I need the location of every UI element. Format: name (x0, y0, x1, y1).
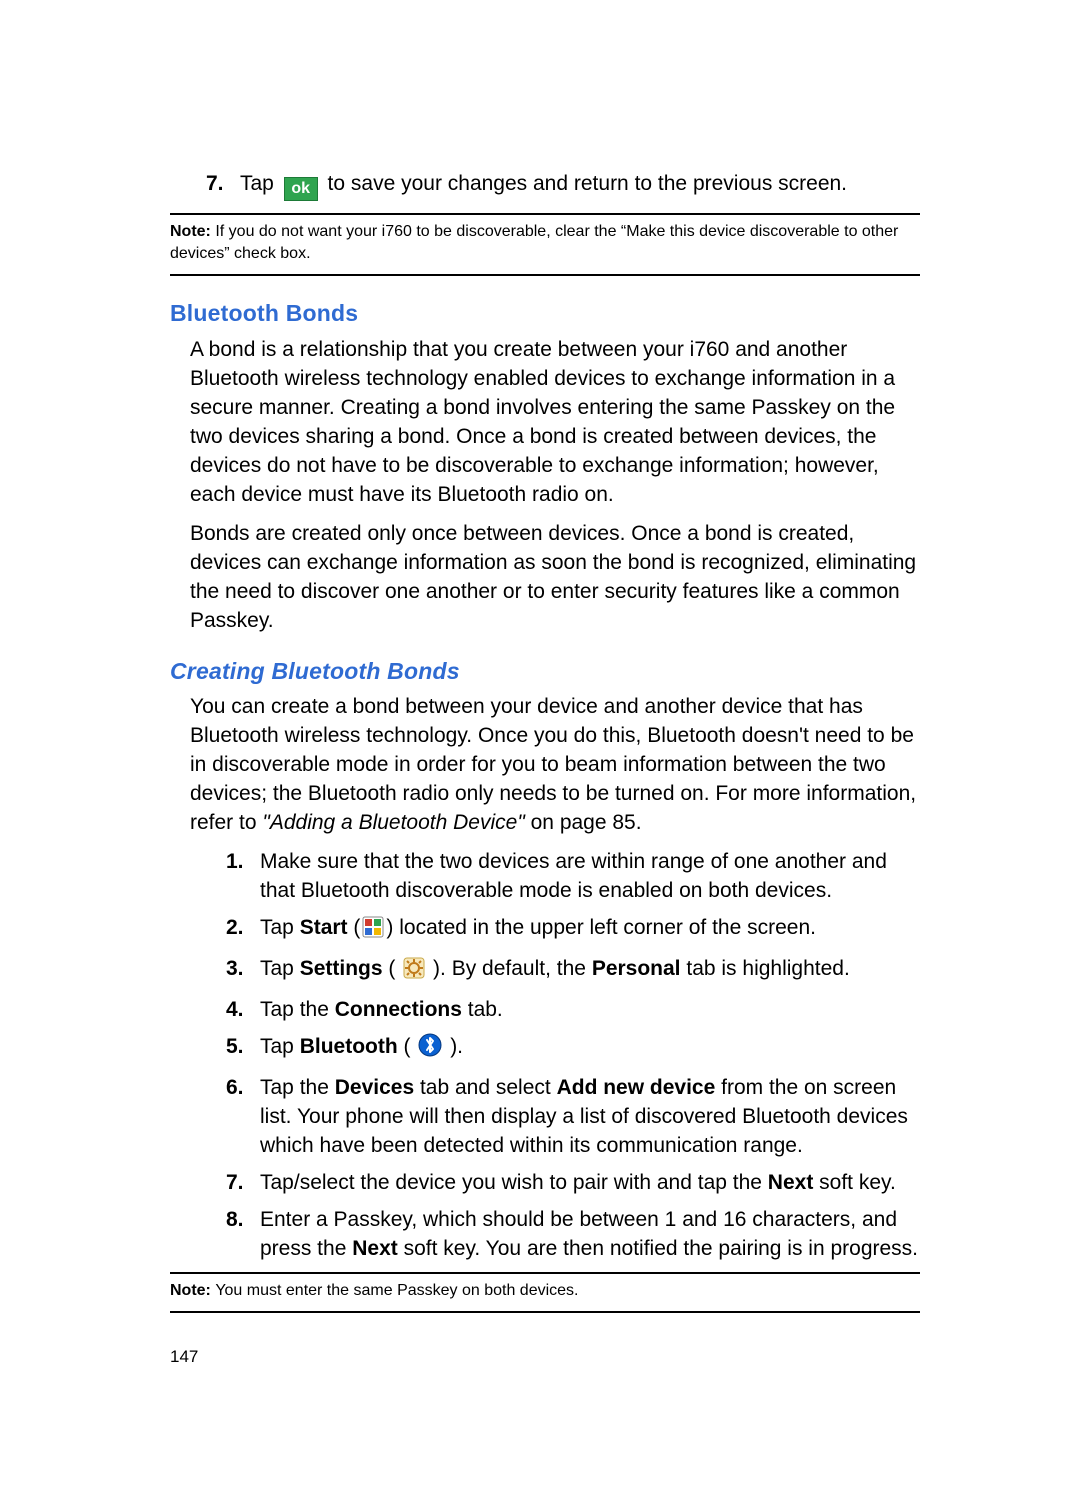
note-label: Note: (170, 1282, 215, 1299)
list-item: 4.Tap the Connections tab. (226, 996, 920, 1025)
step-number: 7. (226, 1169, 260, 1198)
step-number: 8. (226, 1206, 260, 1264)
step-text-pre: Tap (240, 172, 280, 195)
step-body: Make sure that the two devices are withi… (260, 848, 920, 906)
page-number: 147 (170, 1345, 920, 1368)
step-number: 7. (206, 170, 240, 199)
step-text: ( (348, 916, 361, 939)
step-body: Tap Settings ( ). By default, the Person… (260, 955, 920, 988)
list-item: 5.Tap Bluetooth ( ). (226, 1033, 920, 1066)
heading-bluetooth-bonds: Bluetooth Bonds (170, 298, 920, 330)
step-number: 2. (226, 914, 260, 947)
rule (170, 213, 920, 215)
manual-page: 7. Tap ok to save your changes and retur… (0, 0, 1080, 1492)
creating-steps-list: 1.Make sure that the two devices are wit… (170, 848, 920, 1264)
bluetooth-icon (418, 1033, 442, 1066)
bold-term: Settings (300, 957, 383, 980)
step-body: Enter a Passkey, which should be between… (260, 1206, 920, 1264)
list-item: 7.Tap/select the device you wish to pair… (226, 1169, 920, 1198)
note-text: If you do not want your i760 to be disco… (170, 223, 898, 262)
step-text: Make sure that the two devices are withi… (260, 850, 887, 902)
ok-icon: ok (284, 177, 318, 201)
bold-term: Bluetooth (300, 1035, 398, 1058)
step-text: ( (398, 1035, 417, 1058)
list-item: 3.Tap Settings ( ). By default, the Pers… (226, 955, 920, 988)
step-7: 7. Tap ok to save your changes and retur… (206, 170, 920, 199)
step-text: Tap (260, 957, 300, 980)
note-text: You must enter the same Passkey on both … (215, 1282, 578, 1299)
list-item: 6.Tap the Devices tab and select Add new… (226, 1074, 920, 1161)
step-body: Tap the Devices tab and select Add new d… (260, 1074, 920, 1161)
start-icon (362, 916, 384, 947)
step-number: 4. (226, 996, 260, 1025)
bold-term: Next (352, 1237, 398, 1260)
bold-term: Add new device (557, 1076, 716, 1099)
list-item: 1.Make sure that the two devices are wit… (226, 848, 920, 906)
step-text: Tap (260, 916, 300, 939)
step-body: Tap Bluetooth ( ). (260, 1033, 920, 1066)
step-text: tab. (462, 998, 503, 1021)
step-text: Tap the (260, 998, 335, 1021)
step-text: tab and select (414, 1076, 556, 1099)
intro-post: on page 85. (525, 811, 642, 834)
heading-creating-bonds: Creating Bluetooth Bonds (170, 656, 920, 688)
bold-term: Devices (335, 1076, 414, 1099)
step-text: ). (444, 1035, 463, 1058)
step-number: 1. (226, 848, 260, 906)
step-text: Tap (260, 1035, 300, 1058)
step-body: Tap the Connections tab. (260, 996, 920, 1025)
list-item: 2.Tap Start ( ) located in the upper left… (226, 914, 920, 947)
bold-term: Connections (335, 998, 462, 1021)
step-text-post: to save your changes and return to the p… (328, 172, 847, 195)
note-label: Note: (170, 223, 215, 240)
note-1: Note: If you do not want your i760 to be… (170, 219, 920, 266)
step-text: Tap/select the device you wish to pair w… (260, 1171, 768, 1194)
step-text: soft key. You are then notified the pair… (398, 1237, 918, 1260)
settings-icon (403, 957, 425, 988)
bonds-paragraph-2: Bonds are created only once between devi… (190, 520, 920, 636)
bold-term: Next (768, 1171, 814, 1194)
bold-term: Personal (592, 957, 681, 980)
creating-intro: You can create a bond between your devic… (190, 693, 920, 838)
rule (170, 274, 920, 276)
step-body: Tap ok to save your changes and return t… (240, 170, 920, 199)
step-number: 6. (226, 1074, 260, 1161)
step-text: Tap the (260, 1076, 335, 1099)
rule (170, 1311, 920, 1313)
step-number: 5. (226, 1033, 260, 1066)
cross-ref: "Adding a Bluetooth Device" (262, 811, 524, 834)
list-item: 8.Enter a Passkey, which should be betwe… (226, 1206, 920, 1264)
step-text: ) located in the upper left corner of th… (386, 916, 816, 939)
step-text: ( (383, 957, 402, 980)
bold-term: Start (300, 916, 348, 939)
rule (170, 1272, 920, 1274)
step-number: 3. (226, 955, 260, 988)
step-body: Tap Start ( ) located in the upper left c… (260, 914, 920, 947)
step-text: tab is highlighted. (681, 957, 850, 980)
step-body: Tap/select the device you wish to pair w… (260, 1169, 920, 1198)
step-text: ). By default, the (427, 957, 592, 980)
step-text: soft key. (813, 1171, 895, 1194)
note-2: Note: You must enter the same Passkey on… (170, 1278, 920, 1304)
bonds-paragraph-1: A bond is a relationship that you create… (190, 336, 920, 510)
